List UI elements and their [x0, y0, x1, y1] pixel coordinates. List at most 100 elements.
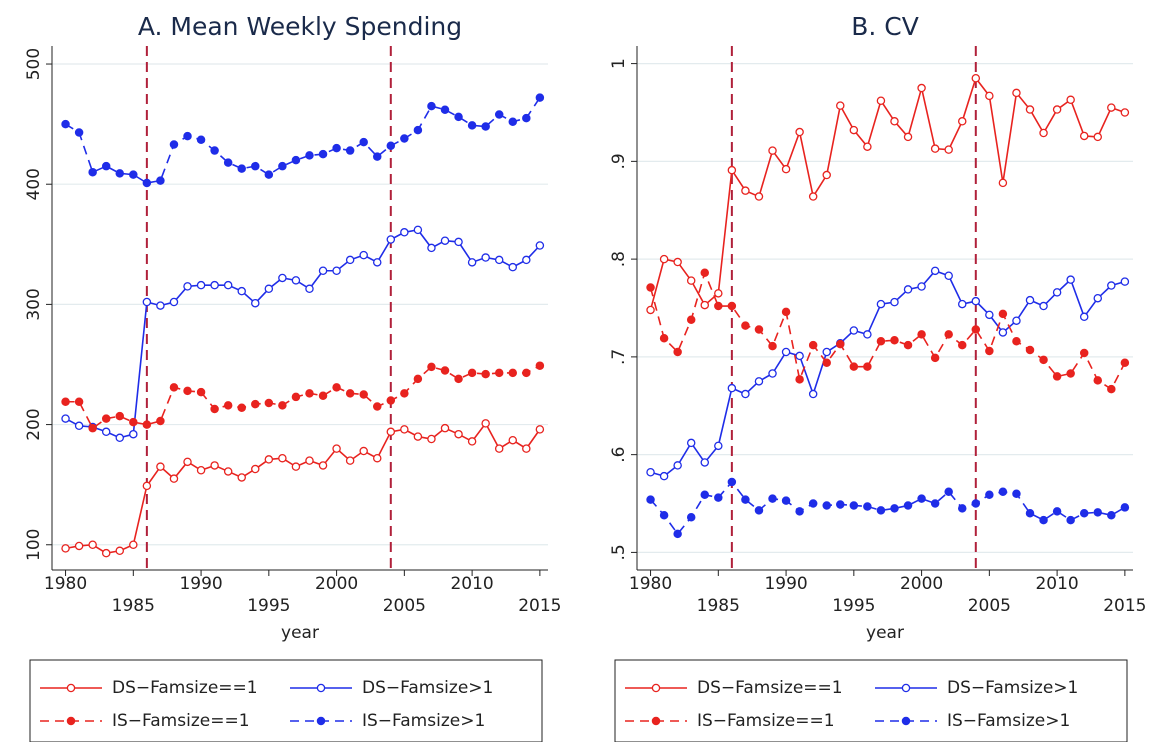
point — [971, 296, 981, 306]
point — [714, 301, 723, 311]
point — [741, 389, 750, 399]
point — [305, 151, 314, 160]
point — [1093, 293, 1103, 303]
x-tick-label: 1985 — [112, 596, 155, 616]
legend-marker — [316, 716, 326, 726]
point — [768, 494, 777, 503]
point — [1025, 509, 1035, 518]
point — [727, 165, 737, 175]
point — [754, 325, 764, 334]
point — [944, 271, 953, 280]
x-tick-label: 2010 — [1035, 574, 1078, 594]
point — [345, 255, 355, 265]
point — [985, 91, 994, 101]
point — [808, 192, 818, 201]
point — [291, 276, 301, 285]
point — [278, 401, 287, 410]
point — [183, 131, 192, 141]
point — [210, 461, 219, 470]
point — [768, 369, 777, 378]
point — [237, 164, 246, 173]
point — [686, 512, 696, 522]
point — [264, 398, 274, 408]
point — [1052, 372, 1062, 381]
point — [917, 494, 926, 503]
legend-label: DS−Famsize>1 — [947, 678, 1078, 698]
x-axis-label: year — [866, 623, 904, 643]
point — [129, 429, 138, 439]
point — [1012, 88, 1021, 98]
point — [291, 392, 301, 402]
point — [795, 127, 804, 137]
series-line — [65, 97, 541, 184]
y-tick-label: 200 — [24, 408, 44, 440]
point — [836, 101, 845, 110]
point — [129, 417, 138, 427]
point — [985, 310, 994, 320]
point — [481, 419, 490, 428]
point — [944, 330, 953, 339]
point — [768, 341, 777, 351]
point — [115, 546, 125, 556]
point — [101, 548, 111, 558]
point — [88, 540, 97, 550]
point — [754, 377, 764, 386]
point — [1066, 275, 1075, 284]
x-tick-label: 2015 — [518, 596, 561, 616]
point — [957, 340, 967, 350]
point — [863, 502, 872, 511]
point — [169, 383, 179, 392]
point — [440, 236, 450, 245]
point — [795, 351, 804, 361]
point — [1039, 301, 1048, 311]
point — [903, 340, 913, 350]
point — [917, 282, 926, 291]
point — [88, 423, 97, 433]
point — [659, 334, 669, 343]
point — [795, 507, 804, 516]
y-tick-label: .7 — [609, 349, 629, 365]
point — [822, 170, 831, 180]
legend-marker — [901, 716, 911, 726]
y-tick-label: .8 — [609, 251, 629, 267]
x-tick-label: 2005 — [968, 596, 1011, 616]
y-tick-label: .6 — [609, 447, 629, 463]
point — [822, 347, 831, 357]
point — [1052, 288, 1062, 297]
y-tick-label: .5 — [609, 544, 629, 560]
point — [727, 383, 737, 393]
point — [985, 346, 994, 356]
legend-marker — [66, 716, 76, 726]
point — [1107, 103, 1116, 112]
point — [673, 461, 682, 470]
point — [522, 255, 531, 265]
point — [659, 511, 669, 520]
point — [535, 93, 545, 102]
point — [359, 250, 368, 260]
point — [318, 266, 328, 275]
point — [278, 453, 287, 463]
point — [264, 455, 274, 464]
point — [427, 434, 436, 444]
point — [714, 441, 723, 451]
point — [372, 402, 382, 411]
legend-box — [29, 659, 543, 742]
point — [903, 501, 913, 510]
point — [372, 258, 382, 267]
legend-label: DS−Famsize==1 — [697, 678, 843, 698]
point — [808, 499, 818, 508]
point — [264, 284, 274, 294]
point — [481, 122, 490, 131]
point — [849, 501, 859, 510]
point — [318, 391, 328, 400]
point — [727, 301, 737, 311]
point — [971, 74, 981, 83]
point — [318, 149, 328, 159]
x-tick-label: 2000 — [900, 574, 943, 594]
point — [413, 432, 423, 441]
point — [768, 146, 777, 155]
point — [849, 326, 859, 335]
point — [849, 362, 859, 371]
point — [454, 374, 463, 384]
point — [427, 362, 436, 372]
